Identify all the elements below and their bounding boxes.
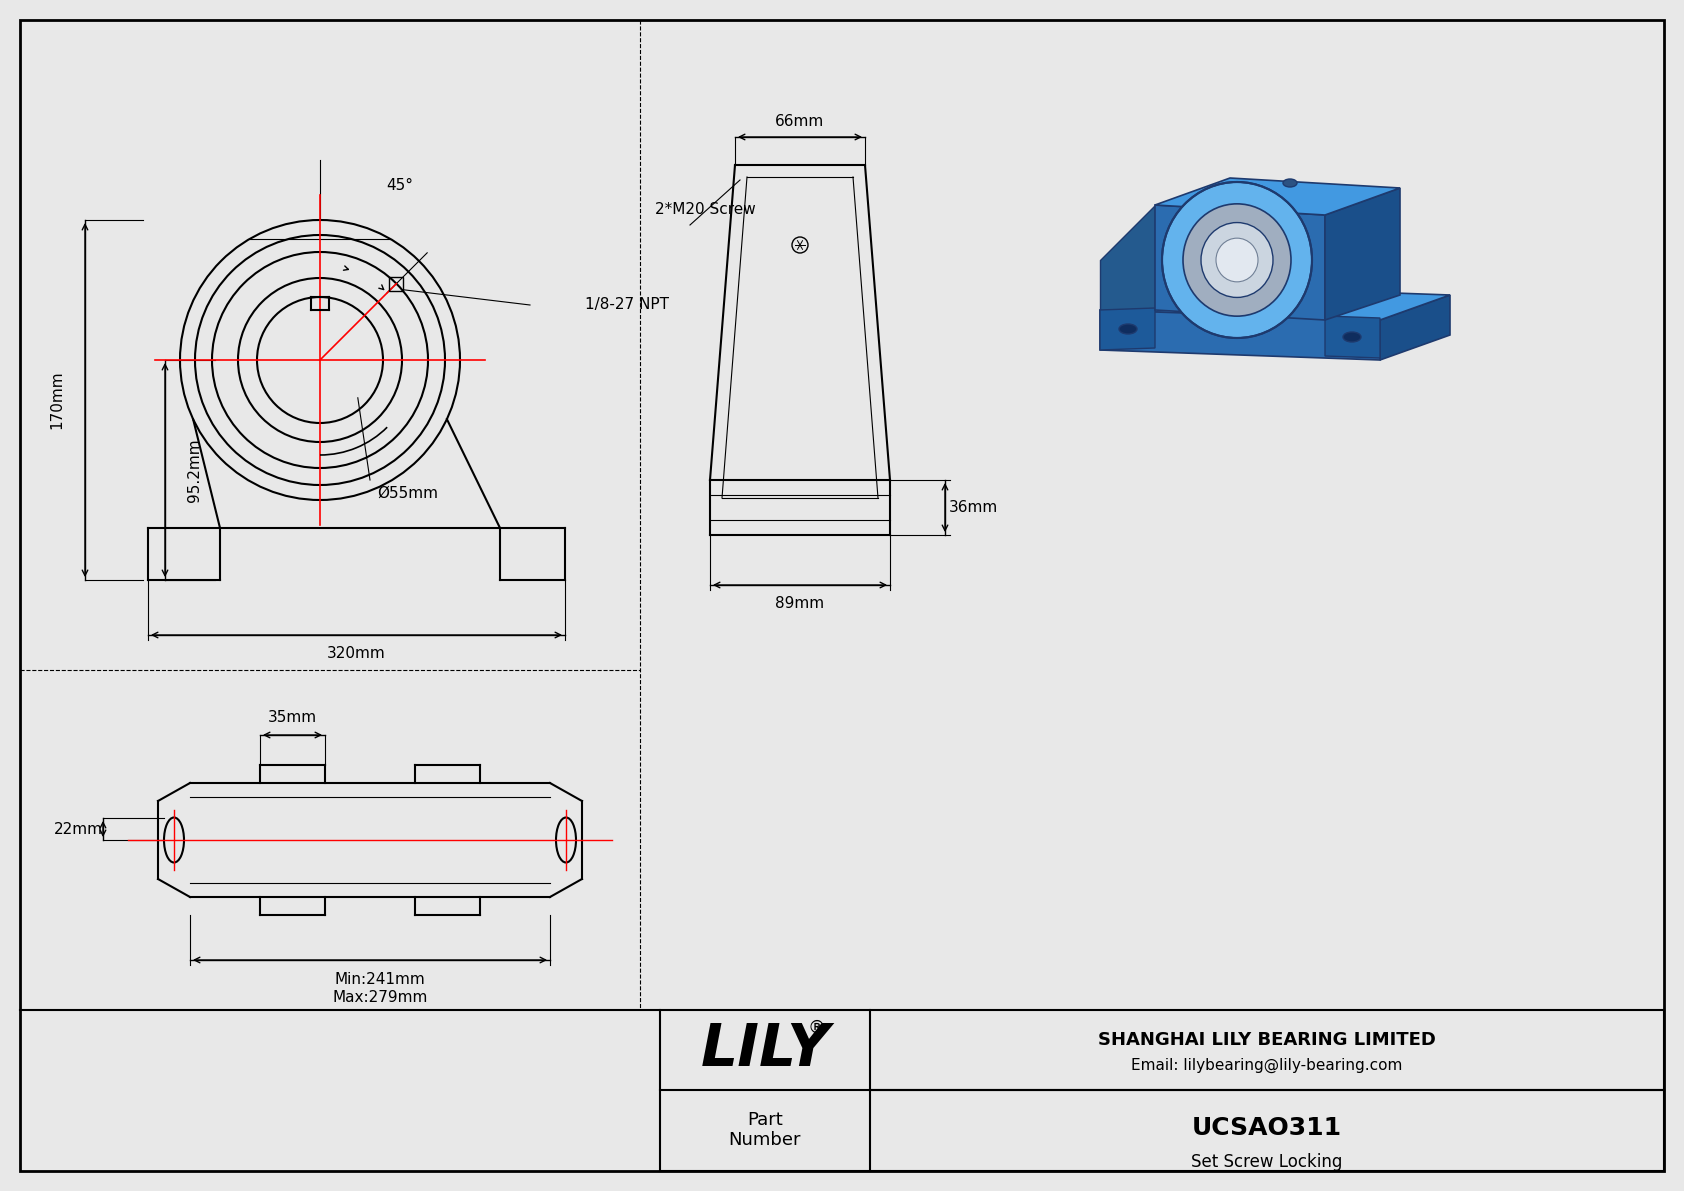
Text: ®: ® <box>808 1019 825 1037</box>
Polygon shape <box>1100 205 1155 310</box>
Text: 22mm: 22mm <box>54 822 103 836</box>
Polygon shape <box>1155 205 1325 320</box>
Polygon shape <box>1325 188 1399 320</box>
Text: 2*M20 Screw: 2*M20 Screw <box>655 202 756 218</box>
Text: 320mm: 320mm <box>327 646 386 661</box>
Ellipse shape <box>1344 332 1361 342</box>
Text: 45°: 45° <box>387 177 414 193</box>
Polygon shape <box>1100 285 1450 320</box>
Text: 89mm: 89mm <box>775 596 825 611</box>
Text: 1/8-27 NPT: 1/8-27 NPT <box>584 298 669 312</box>
Text: Email: lilybearing@lily-bearing.com: Email: lilybearing@lily-bearing.com <box>1132 1058 1403 1073</box>
Polygon shape <box>1155 177 1399 216</box>
Text: Part
Number: Part Number <box>729 1110 802 1149</box>
Text: Ø55mm: Ø55mm <box>377 486 438 500</box>
Text: 36mm: 36mm <box>948 499 997 515</box>
Text: 35mm: 35mm <box>268 711 317 725</box>
Ellipse shape <box>1201 223 1273 298</box>
Polygon shape <box>1100 308 1155 350</box>
Polygon shape <box>1325 316 1379 358</box>
Ellipse shape <box>1283 179 1297 187</box>
Polygon shape <box>1379 295 1450 360</box>
Text: SHANGHAI LILY BEARING LIMITED: SHANGHAI LILY BEARING LIMITED <box>1098 1031 1436 1049</box>
Ellipse shape <box>1118 324 1137 333</box>
Text: Min:241mm: Min:241mm <box>335 973 426 987</box>
Polygon shape <box>1100 310 1379 360</box>
Ellipse shape <box>1162 182 1312 338</box>
Text: 66mm: 66mm <box>775 113 825 129</box>
Text: LILY: LILY <box>701 1022 830 1079</box>
Text: Set Screw Locking: Set Screw Locking <box>1191 1153 1342 1171</box>
Ellipse shape <box>1216 238 1258 282</box>
Ellipse shape <box>1182 204 1292 316</box>
Text: Max:279mm: Max:279mm <box>332 991 428 1005</box>
Text: 95.2mm: 95.2mm <box>187 438 202 501</box>
Text: UCSAO311: UCSAO311 <box>1192 1116 1342 1140</box>
Text: 170mm: 170mm <box>49 370 64 429</box>
